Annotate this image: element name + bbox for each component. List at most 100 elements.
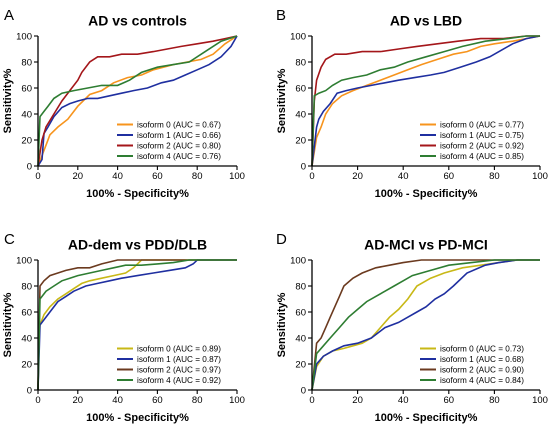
x-tick-label: 80 (192, 395, 203, 406)
x-tick-label: 60 (152, 395, 163, 406)
panel-letter: B (276, 7, 286, 24)
y-tick-label: 80 (21, 281, 32, 292)
legend-label: isoform 1 (AUC = 0.66) (137, 131, 221, 140)
x-tick-label: 40 (398, 171, 409, 182)
legend: isoform 0 (AUC = 0.67)isoform 1 (AUC = 0… (117, 121, 221, 161)
x-tick-label: 80 (489, 395, 500, 406)
legend-label: isoform 4 (AUC = 0.85) (440, 152, 524, 161)
legend-label: isoform 2 (AUC = 0.90) (440, 366, 524, 375)
panel-a: A AD vs controls 0 20 40 60 80 100 0 20 40 60 80 100 1… (2, 7, 245, 200)
y-tick-label: 80 (21, 57, 32, 68)
x-tick-label: 100 (229, 395, 245, 406)
legend-label: isoform 2 (AUC = 0.80) (137, 142, 221, 151)
y-axis-title: Sensitivity% (276, 292, 288, 357)
x-tick-label: 60 (444, 171, 455, 182)
chart-title: AD vs controls (88, 13, 187, 29)
y-tick-label: 40 (295, 109, 306, 120)
panel-letter: C (4, 231, 15, 248)
x-axis-title: 100% - Specificity% (86, 412, 189, 424)
x-tick-label: 40 (398, 395, 409, 406)
x-tick-label: 100 (532, 395, 548, 406)
y-tick-label: 80 (295, 281, 306, 292)
y-tick-label: 40 (21, 109, 32, 120)
x-tick-label: 20 (352, 395, 363, 406)
y-tick-label: 0 (27, 161, 32, 172)
y-tick-label: 80 (295, 57, 306, 68)
x-tick-label: 40 (112, 171, 123, 182)
legend-label: isoform 0 (AUC = 0.67) (137, 121, 221, 130)
legend-label: isoform 1 (AUC = 0.87) (137, 355, 221, 364)
x-axis-title: 100% - Specificity% (375, 188, 478, 200)
y-tick-label: 100 (290, 255, 306, 266)
x-tick-label: 100 (532, 171, 548, 182)
roc-curve-isoform-3 (311, 35, 540, 167)
y-tick-label: 20 (21, 135, 32, 146)
legend-label: isoform 0 (AUC = 0.89) (137, 345, 221, 354)
x-tick-label: 60 (152, 171, 163, 182)
legend-label: isoform 0 (AUC = 0.77) (440, 121, 524, 130)
legend: isoform 0 (AUC = 0.73)isoform 1 (AUC = 0… (420, 345, 524, 385)
roc-curve-isoform-2 (311, 259, 540, 391)
y-tick-label: 60 (295, 83, 306, 94)
x-tick-label: 20 (73, 395, 84, 406)
roc-curve-isoform-0 (311, 35, 541, 167)
roc-curve-isoform-0 (37, 35, 238, 167)
x-tick-label: 60 (444, 395, 455, 406)
panel-letter: A (4, 7, 14, 24)
y-tick-label: 100 (16, 31, 32, 42)
legend: isoform 0 (AUC = 0.89)isoform 1 (AUC = 0… (117, 345, 221, 385)
y-tick-label: 40 (295, 333, 306, 344)
y-axis-title: Sensitivity% (2, 68, 14, 133)
y-axis-title: Sensitivity% (276, 68, 288, 133)
legend-label: isoform 4 (AUC = 0.92) (137, 376, 221, 385)
y-tick-label: 20 (21, 359, 32, 370)
y-tick-label: 0 (301, 161, 306, 172)
x-tick-label: 0 (35, 171, 40, 182)
legend-label: isoform 2 (AUC = 0.97) (137, 366, 221, 375)
legend-label: isoform 4 (AUC = 0.84) (440, 376, 524, 385)
legend-label: isoform 2 (AUC = 0.92) (440, 142, 524, 151)
chart-title: AD-dem vs PDD/DLB (68, 237, 207, 253)
roc-curve-isoform-3 (37, 35, 238, 167)
legend-label: isoform 4 (AUC = 0.76) (137, 152, 221, 161)
roc-curve-isoform-1 (37, 259, 237, 391)
y-tick-label: 20 (295, 135, 306, 146)
y-tick-label: 0 (27, 385, 32, 396)
roc-curve-isoform-2 (311, 35, 540, 167)
x-tick-label: 100 (229, 171, 245, 182)
x-tick-label: 80 (192, 171, 203, 182)
x-tick-label: 80 (489, 171, 500, 182)
roc-curve-isoform-1 (37, 35, 238, 167)
roc-curve-isoform-1 (311, 259, 540, 391)
x-tick-label: 40 (112, 395, 123, 406)
y-tick-label: 40 (21, 333, 32, 344)
panel-letter: D (276, 231, 287, 248)
x-tick-label: 0 (309, 395, 314, 406)
roc-curve-isoform-2 (37, 35, 238, 167)
x-tick-label: 20 (73, 171, 84, 182)
roc-curve-isoform-3 (37, 259, 237, 391)
y-tick-label: 60 (21, 307, 32, 318)
legend: isoform 0 (AUC = 0.77)isoform 1 (AUC = 0… (420, 121, 524, 161)
chart-title: AD-MCI vs PD-MCI (364, 237, 488, 253)
y-axis-title: Sensitivity% (2, 292, 14, 357)
roc-curve-isoform-3 (311, 259, 540, 391)
y-tick-label: 0 (301, 385, 306, 396)
legend-label: isoform 1 (AUC = 0.68) (440, 355, 524, 364)
x-tick-label: 0 (35, 395, 40, 406)
y-tick-label: 60 (295, 307, 306, 318)
roc-curve-isoform-1 (311, 35, 541, 167)
y-tick-label: 100 (290, 31, 306, 42)
legend-label: isoform 1 (AUC = 0.75) (440, 131, 524, 140)
legend-label: isoform 0 (AUC = 0.73) (440, 345, 524, 354)
x-axis-title: 100% - Specificity% (86, 188, 189, 200)
y-tick-label: 60 (21, 83, 32, 94)
x-tick-label: 20 (352, 171, 363, 182)
chart-title: AD vs LBD (390, 13, 462, 29)
x-axis-title: 100% - Specificity% (375, 412, 478, 424)
panel-b: B AD vs LBD 0 20 40 60 80 100 0 20 40 60 80 100 100% -… (276, 7, 548, 200)
y-tick-label: 100 (16, 255, 32, 266)
y-tick-label: 20 (295, 359, 306, 370)
